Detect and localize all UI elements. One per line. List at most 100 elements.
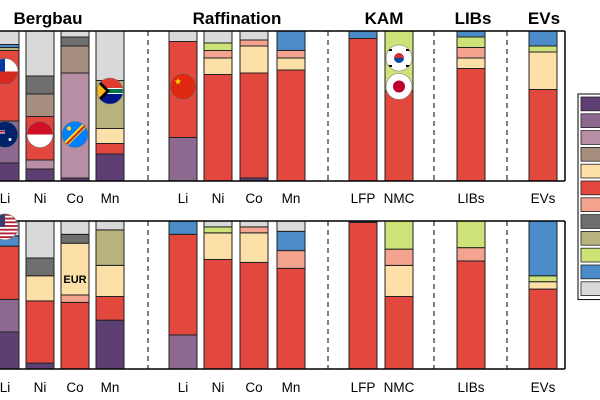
bar-segment — [528, 275, 558, 283]
bar-segment — [60, 30, 90, 38]
bar-segment — [168, 30, 198, 42]
legend-swatch — [580, 180, 600, 196]
x-tick-label: Co — [66, 380, 83, 395]
japan-flag-icon — [386, 73, 412, 100]
bar-segment — [203, 74, 233, 182]
bar-segment — [276, 267, 306, 370]
x-tick-label: Ni — [34, 380, 47, 395]
bar-segment — [203, 226, 233, 234]
bar-segment — [203, 50, 233, 59]
bar-segment — [276, 250, 306, 269]
bar-mn-top — [95, 30, 125, 182]
bar-segment — [60, 45, 90, 74]
x-tick-label: Li — [0, 191, 10, 206]
bar-inner-label: EUR — [63, 274, 86, 286]
x-tick-label: Co — [66, 191, 83, 206]
x-tick-label: Ni — [212, 191, 225, 206]
bar-segment — [95, 229, 125, 266]
bar-ni-top — [25, 30, 55, 182]
bar-segment — [95, 264, 125, 297]
x-tick-label: NMC — [384, 380, 415, 395]
bar-segment — [25, 257, 55, 277]
indonesia-flag-icon — [27, 121, 53, 148]
bar-segment — [528, 30, 558, 47]
x-tick-label: Li — [0, 380, 10, 395]
bar-segment — [95, 128, 125, 144]
x-tick-label: Co — [245, 380, 262, 395]
bar-segment — [456, 247, 486, 262]
usa-flag-icon — [0, 213, 18, 240]
bar-segment — [60, 294, 90, 303]
bar-ni-top — [203, 30, 233, 182]
section-title-raffination: Raffination — [193, 9, 282, 28]
bar-segment — [384, 90, 414, 182]
x-tick-label: Ni — [212, 380, 225, 395]
x-tick-label: EVs — [531, 191, 556, 206]
bar-segment — [456, 36, 486, 48]
section-title-evs: EVs — [528, 9, 560, 28]
bar-segment — [95, 153, 125, 182]
bar-segment — [60, 233, 90, 244]
bar-segment — [203, 258, 233, 370]
bar-segment — [456, 47, 486, 59]
section-title-bergbau: Bergbau — [14, 9, 83, 28]
bar-segment — [456, 260, 486, 370]
bar-segment — [276, 69, 306, 182]
bar-segment — [348, 30, 378, 39]
bar-segment — [384, 248, 414, 266]
bar-segment — [25, 168, 55, 182]
bar-segment — [25, 300, 55, 364]
bar-segment — [0, 30, 20, 45]
legend — [577, 93, 600, 301]
x-tick-label: NMC — [384, 191, 415, 206]
bar-segment — [0, 331, 20, 370]
bar-segment — [528, 220, 558, 277]
bar-segment — [60, 242, 90, 296]
x-tick-label: LFP — [351, 191, 376, 206]
bar-segment — [276, 230, 306, 252]
bar-segment — [168, 334, 198, 370]
bar-lfp-top — [348, 30, 378, 182]
bar-evs-top — [528, 30, 558, 182]
bar-segment — [60, 301, 90, 370]
bar-mn-bottom — [276, 220, 306, 370]
bar-segment — [528, 51, 558, 90]
legend-swatch — [580, 247, 600, 263]
bar-segment — [276, 50, 306, 59]
bar-li-top — [168, 30, 198, 182]
bar-segment — [25, 275, 55, 302]
bar-mn-bottom — [95, 220, 125, 370]
bar-segment — [276, 220, 306, 232]
bar-nmc-bottom — [384, 220, 414, 370]
bar-segment — [239, 30, 269, 41]
bar-segment — [25, 93, 55, 117]
bar-segment — [203, 30, 233, 44]
bar-segment — [95, 30, 125, 81]
bar-ni-bottom — [203, 220, 233, 370]
bar-segment — [168, 137, 198, 182]
bar-segment — [95, 295, 125, 321]
bar-libs-bottom — [456, 220, 486, 370]
x-tick-label: Mn — [282, 191, 301, 206]
bar-segment — [0, 298, 20, 333]
x-tick-label: LFP — [351, 380, 376, 395]
bar-segment — [528, 281, 558, 290]
south-africa-flag-icon — [97, 78, 123, 104]
bar-li-bottom — [0, 220, 20, 370]
x-tick-label: EVs — [531, 380, 556, 395]
bar-li-bottom — [168, 220, 198, 370]
bar-segment — [25, 159, 55, 170]
bar-segment — [203, 42, 233, 51]
bar-li-top — [0, 30, 20, 182]
bar-co-bottom — [239, 220, 269, 370]
x-tick-label: Mn — [101, 191, 120, 206]
bar-evs-bottom — [528, 220, 558, 370]
bar-segment — [528, 45, 558, 53]
legend-swatch — [580, 163, 600, 179]
bar-segment — [456, 30, 486, 38]
bar-segment — [203, 232, 233, 260]
bar-segment — [348, 38, 378, 182]
bar-segment — [0, 162, 20, 182]
bar-ni-bottom — [25, 220, 55, 370]
